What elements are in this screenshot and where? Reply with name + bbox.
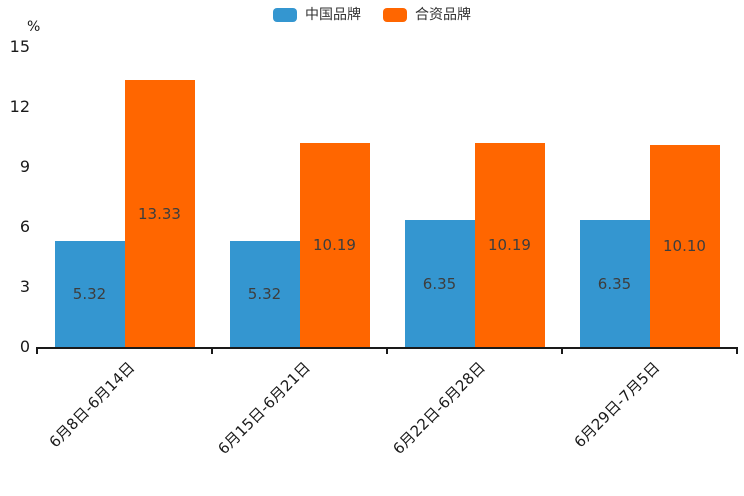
bar-series1-group2: 5.32 xyxy=(229,240,300,347)
x-axis-tick xyxy=(36,347,38,354)
bar-value-label: 10.19 xyxy=(313,236,356,255)
x-axis-tick xyxy=(736,347,738,354)
x-axis-tick xyxy=(211,347,213,354)
y-tick-label: 3 xyxy=(19,277,30,296)
legend: 中国品牌 合资品牌 xyxy=(273,7,471,23)
bar-series1-group4: 6.35 xyxy=(579,220,650,347)
bar-series1-group3: 6.35 xyxy=(404,220,475,347)
x-tick-label: 6月8日-6月14日 xyxy=(45,358,139,452)
x-tick-label: 6月22日-6月28日 xyxy=(389,358,489,458)
y-tick-label: 6 xyxy=(19,217,30,236)
y-tick-label: 12 xyxy=(9,97,30,116)
y-tick-label: 0 xyxy=(19,337,30,356)
bar-value-label: 10.10 xyxy=(663,237,706,255)
bar-series1-group1: 5.32 xyxy=(54,240,125,347)
legend-swatch-icon xyxy=(273,8,297,22)
x-tick-label: 6月15日-6月21日 xyxy=(214,358,314,458)
legend-label: 合资品牌 xyxy=(415,7,471,23)
legend-item-1[interactable]: 中国品牌 xyxy=(273,7,361,23)
bar-value-label: 6.35 xyxy=(422,274,457,293)
x-tick-label: 6月29日-7月5日 xyxy=(570,358,664,452)
bar-value-label: 13.33 xyxy=(138,204,181,223)
bar-value-label: 6.35 xyxy=(597,274,632,293)
bar-series2-group1: 13.33 xyxy=(124,80,195,347)
y-tick-label: 9 xyxy=(19,157,30,176)
bar-value-label: 10.19 xyxy=(488,236,531,255)
bar-series2-group4: 10.10 xyxy=(649,145,720,347)
plot-area: 5.32 13.33 5.32 10.19 6.35 10.19 6.35 10.10 xyxy=(37,47,737,349)
legend-swatch-icon xyxy=(383,8,407,22)
bar-value-label: 5.32 xyxy=(247,284,282,303)
bar-value-label: 5.32 xyxy=(72,284,107,303)
x-axis-tick xyxy=(561,347,563,354)
legend-item-2[interactable]: 合资品牌 xyxy=(383,7,471,23)
bar-series2-group2: 10.19 xyxy=(299,143,370,347)
legend-label: 中国品牌 xyxy=(305,7,361,23)
x-axis-tick xyxy=(386,347,388,354)
y-axis-unit-label: % xyxy=(27,19,41,35)
y-tick-label: 15 xyxy=(9,37,30,56)
bar-series2-group3: 10.19 xyxy=(474,143,545,347)
